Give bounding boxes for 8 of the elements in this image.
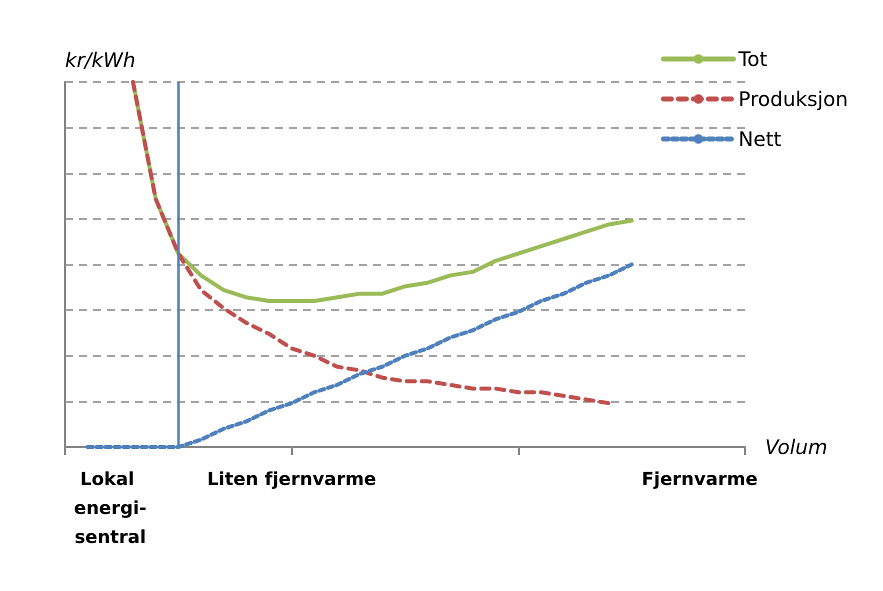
legend-label: Produksjon bbox=[738, 87, 848, 111]
x-tick-label: Liten fjernvarme bbox=[207, 469, 376, 490]
x-axis-title: Volum bbox=[765, 435, 828, 459]
legend-label: Tot bbox=[737, 47, 768, 71]
y-axis-title: kr/kWh bbox=[65, 48, 136, 72]
x-tick-label: Lokal energi-sentral bbox=[74, 469, 147, 548]
legend-label: Nett bbox=[738, 127, 782, 151]
x-tick-label: Fjernvarme bbox=[642, 469, 758, 490]
